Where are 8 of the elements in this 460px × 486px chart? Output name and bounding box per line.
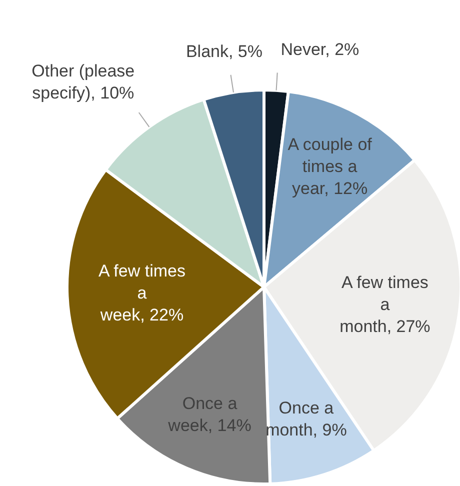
slice-label: Once a month, 9% xyxy=(266,398,347,440)
slice-label: Other (please specify), 10% xyxy=(32,61,135,102)
slice-label: A few times a month, 27% xyxy=(340,273,430,336)
slice-label: Blank, 5% xyxy=(186,42,262,62)
slice-label: Never, 2% xyxy=(280,40,360,59)
slice-label: Once a week, 14% xyxy=(167,394,252,435)
slice-label: A couple of times a year, 12% xyxy=(288,134,372,198)
slice-label: A few times a week, 22% xyxy=(98,262,186,325)
